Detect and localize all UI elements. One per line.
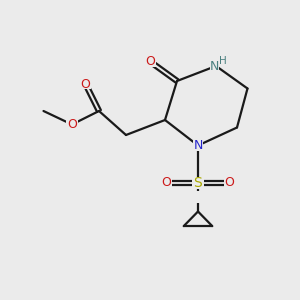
FancyBboxPatch shape xyxy=(210,61,219,71)
Text: O: O xyxy=(225,176,234,190)
FancyBboxPatch shape xyxy=(66,119,78,130)
FancyBboxPatch shape xyxy=(224,178,235,188)
Text: N: N xyxy=(210,59,219,73)
FancyBboxPatch shape xyxy=(192,177,204,189)
Text: O: O xyxy=(162,176,171,190)
FancyBboxPatch shape xyxy=(161,178,172,188)
Text: H: H xyxy=(219,56,226,66)
FancyBboxPatch shape xyxy=(196,191,200,203)
Text: N: N xyxy=(193,139,203,152)
Text: O: O xyxy=(81,77,90,91)
Text: O: O xyxy=(145,55,155,68)
FancyBboxPatch shape xyxy=(144,56,156,67)
FancyBboxPatch shape xyxy=(193,140,203,151)
Text: O: O xyxy=(67,118,77,131)
Text: S: S xyxy=(194,176,202,190)
FancyBboxPatch shape xyxy=(80,79,91,89)
